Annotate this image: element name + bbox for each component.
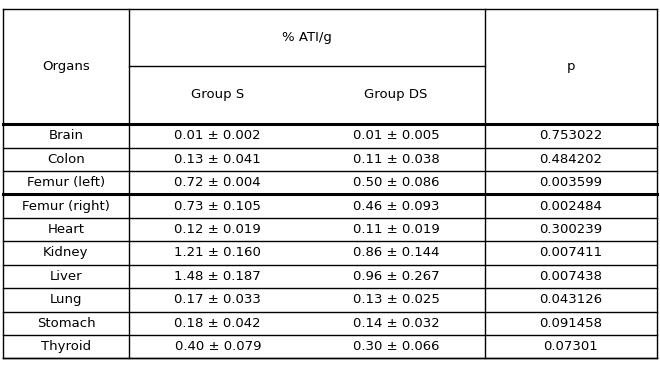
Text: 0.003599: 0.003599 (539, 176, 603, 189)
Text: Group DS: Group DS (364, 88, 428, 101)
Text: p: p (567, 60, 575, 73)
Text: 0.18 ± 0.042: 0.18 ± 0.042 (174, 317, 261, 330)
Text: % ATI/g: % ATI/g (282, 31, 332, 44)
Text: 1.48 ± 0.187: 1.48 ± 0.187 (174, 270, 261, 283)
Text: 0.86 ± 0.144: 0.86 ± 0.144 (352, 246, 440, 260)
Text: Colon: Colon (47, 153, 85, 166)
Text: 0.07301: 0.07301 (544, 340, 598, 353)
Text: 0.46 ± 0.093: 0.46 ± 0.093 (352, 200, 440, 213)
Text: 0.14 ± 0.032: 0.14 ± 0.032 (352, 317, 440, 330)
Text: 0.11 ± 0.038: 0.11 ± 0.038 (352, 153, 440, 166)
Text: 1.21 ± 0.160: 1.21 ± 0.160 (174, 246, 261, 260)
Text: Heart: Heart (48, 223, 84, 236)
Text: 0.96 ± 0.267: 0.96 ± 0.267 (352, 270, 440, 283)
Text: Brain: Brain (48, 129, 84, 142)
Text: Group S: Group S (191, 88, 244, 101)
Text: Thyroid: Thyroid (41, 340, 91, 353)
Text: Stomach: Stomach (37, 317, 95, 330)
Text: 0.007411: 0.007411 (539, 246, 603, 260)
Text: 0.17 ± 0.033: 0.17 ± 0.033 (174, 293, 261, 306)
Text: 0.002484: 0.002484 (539, 200, 603, 213)
Text: Femur (right): Femur (right) (22, 200, 110, 213)
Text: Kidney: Kidney (44, 246, 88, 260)
Text: 0.12 ± 0.019: 0.12 ± 0.019 (174, 223, 261, 236)
Text: Liver: Liver (50, 270, 82, 283)
Text: 0.043126: 0.043126 (539, 293, 603, 306)
Text: 0.40 ± 0.079: 0.40 ± 0.079 (174, 340, 261, 353)
Text: 0.007438: 0.007438 (539, 270, 603, 283)
Text: 0.091458: 0.091458 (539, 317, 603, 330)
Text: 0.73 ± 0.105: 0.73 ± 0.105 (174, 200, 261, 213)
Text: Lung: Lung (50, 293, 82, 306)
Text: 0.72 ± 0.004: 0.72 ± 0.004 (174, 176, 261, 189)
Text: Organs: Organs (42, 60, 90, 73)
Text: 0.753022: 0.753022 (539, 129, 603, 142)
Text: 0.300239: 0.300239 (539, 223, 603, 236)
Text: 0.01 ± 0.002: 0.01 ± 0.002 (174, 129, 261, 142)
Text: 0.50 ± 0.086: 0.50 ± 0.086 (352, 176, 440, 189)
Text: 0.01 ± 0.005: 0.01 ± 0.005 (352, 129, 440, 142)
Text: 0.11 ± 0.019: 0.11 ± 0.019 (352, 223, 440, 236)
Text: 0.13 ± 0.041: 0.13 ± 0.041 (174, 153, 261, 166)
Text: 0.484202: 0.484202 (539, 153, 603, 166)
Text: Femur (left): Femur (left) (27, 176, 105, 189)
Text: 0.30 ± 0.066: 0.30 ± 0.066 (352, 340, 440, 353)
Text: 0.13 ± 0.025: 0.13 ± 0.025 (352, 293, 440, 306)
